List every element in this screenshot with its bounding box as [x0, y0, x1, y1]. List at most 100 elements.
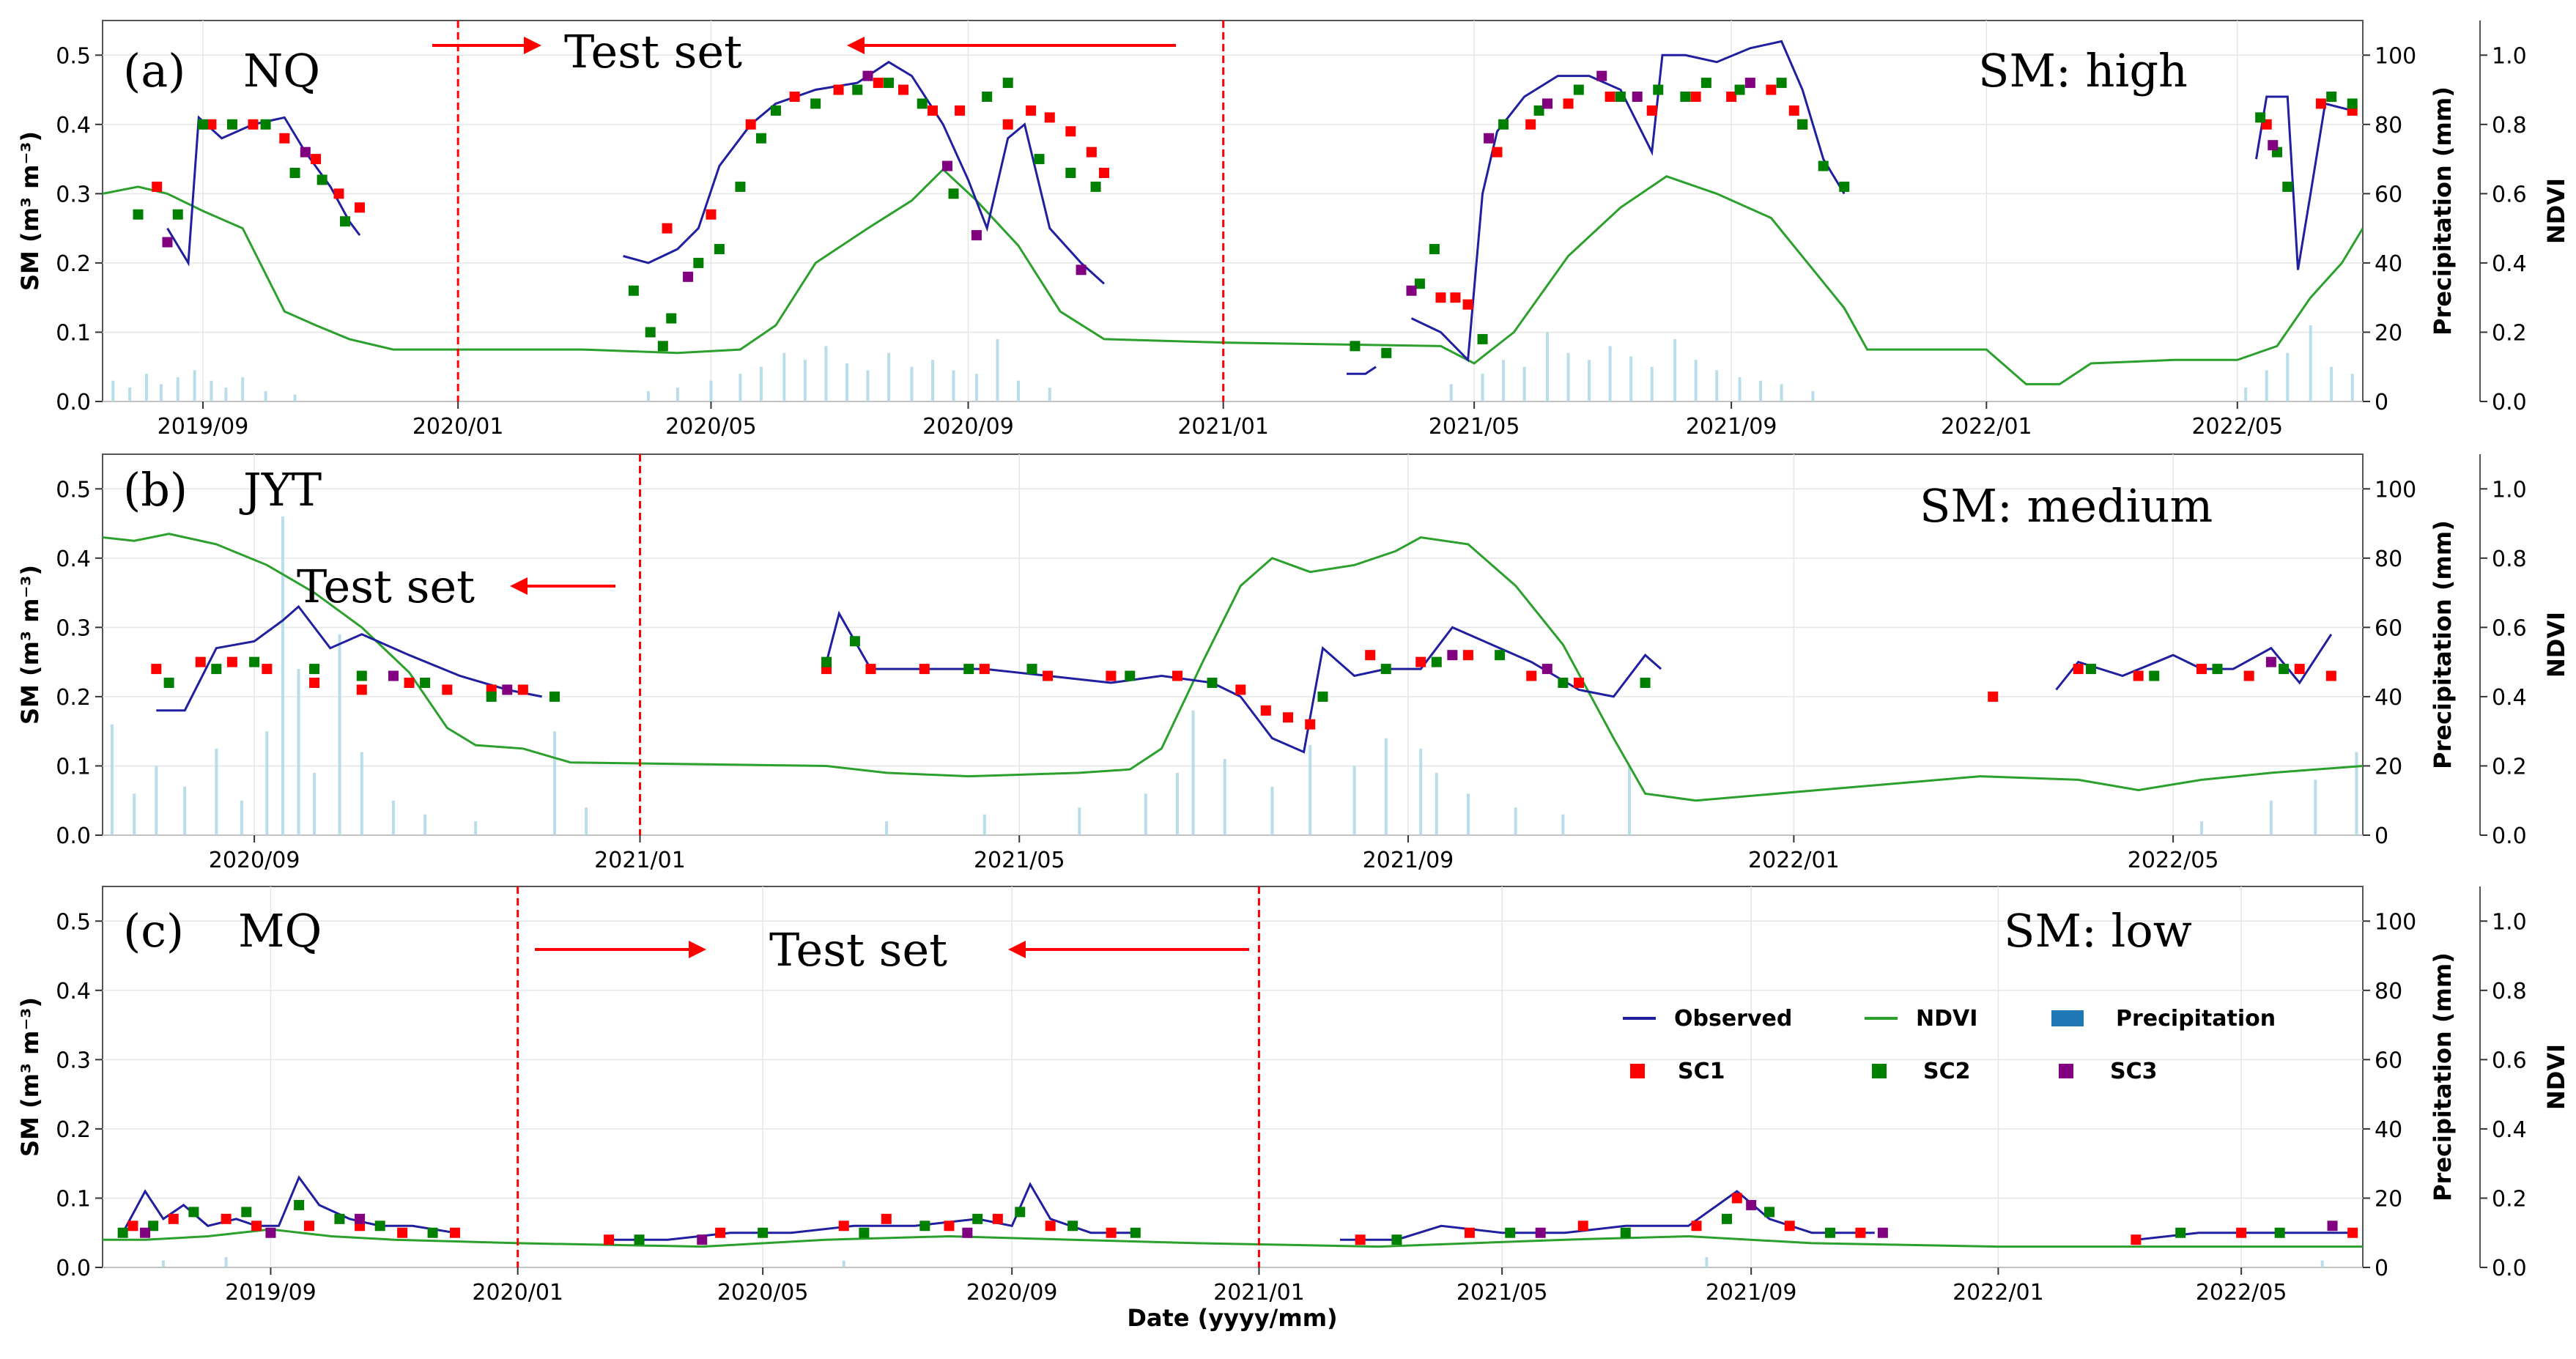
precip-bar: [1481, 374, 1484, 401]
sc3-point: [1632, 92, 1643, 102]
precip-bar: [646, 390, 650, 401]
sc3-point: [962, 1227, 973, 1238]
sc1-point: [1726, 92, 1737, 102]
sc2-point: [1381, 347, 1392, 358]
precip-bar: [159, 384, 163, 401]
precip-bar: [1780, 384, 1783, 401]
sc1-point: [1462, 299, 1473, 310]
precip-bar: [739, 374, 742, 401]
ndvi-series-line: [103, 168, 2363, 385]
ndvi-tick-label: 0.8: [2492, 113, 2527, 138]
sc1-point: [1462, 650, 1473, 661]
x-tick-label: 2020/05: [717, 1280, 809, 1306]
precip-bar: [2320, 1260, 2324, 1267]
test-markers: [432, 21, 1225, 401]
sc1-point: [992, 1213, 1003, 1224]
sc1-point: [1646, 105, 1657, 116]
sc1-point: [1573, 678, 1584, 688]
sc2-point: [1734, 84, 1745, 95]
ndvi-tick-label: 0.6: [2492, 182, 2527, 207]
precip-bar: [128, 388, 132, 401]
sc2-point: [2347, 98, 2358, 109]
precip-axis-label: Precipitation (mm): [2429, 86, 2457, 336]
sc1-point: [955, 105, 966, 116]
precip-bar: [982, 814, 986, 835]
sc1-point: [745, 119, 756, 130]
legend-sc3-label: SC3: [2110, 1059, 2158, 1084]
sc2-point: [1125, 670, 1136, 681]
ndvi-tick-label: 0.2: [2492, 320, 2527, 346]
sc2-point: [634, 1234, 645, 1245]
sm-level-label: SM: low: [2004, 904, 2192, 958]
sc1-point: [1492, 147, 1503, 158]
sc2-point: [334, 1213, 345, 1224]
legend-precipitation-label: Precipitation: [2116, 1006, 2276, 1032]
sc2-point: [260, 119, 271, 130]
panel-a: 0.0 0.1 0.2 0.3 0.4 0.5 0 20 40 60 80 100 0.0 0.2 0.4 0…: [16, 20, 2570, 440]
precip-bar: [183, 786, 187, 835]
precip-tick-label: 40: [2375, 251, 2402, 277]
precip-tick-label: 80: [2375, 979, 2402, 1004]
sc1-point: [1415, 656, 1426, 667]
sc2-point: [309, 664, 320, 675]
observed-series-line: [1340, 1190, 1875, 1241]
x-tick-label: 2019/09: [225, 1280, 317, 1306]
sc2-point: [188, 1207, 199, 1218]
precip-bar: [845, 363, 848, 401]
precip-bar: [281, 516, 284, 835]
y-tick-label: 0.0: [56, 823, 91, 849]
sc2-point: [172, 209, 183, 220]
sc1-point: [1450, 292, 1461, 303]
sc2-point: [1818, 160, 1829, 171]
sc2-point: [693, 257, 704, 268]
sc2-point: [1002, 78, 1013, 89]
precip-bar: [1270, 786, 1274, 835]
sc1-point: [2294, 664, 2305, 675]
sc3-point: [2268, 140, 2279, 151]
precip-bar: [297, 669, 300, 835]
precip-bar: [803, 360, 807, 401]
precip-bar: [866, 370, 870, 401]
precip-bar: [1466, 793, 1470, 835]
sc1-point: [355, 202, 366, 213]
sc2-point: [1839, 181, 1850, 192]
x-tick-label: 2020/01: [472, 1280, 563, 1306]
precip-bar: [1419, 748, 1423, 835]
sc3-point: [971, 230, 982, 241]
sc2-point: [549, 691, 560, 702]
sc3-point: [1447, 650, 1458, 661]
observed-series-line: [1347, 366, 1377, 375]
sc2-point: [2279, 664, 2290, 675]
y-tick-label: 0.3: [56, 1048, 91, 1073]
panel-label: (b): [123, 463, 188, 516]
precip-bar: [1449, 384, 1453, 401]
sc1-point: [449, 1227, 460, 1238]
sc2-point: [1130, 1227, 1141, 1238]
sc1-point: [2196, 664, 2207, 675]
sc1-point: [1106, 670, 1117, 681]
sc2-point: [919, 1221, 930, 1232]
sc1-point: [944, 1221, 955, 1232]
ndvi-tick-label: 0.0: [2492, 1256, 2527, 1281]
sc2-point: [1495, 650, 1506, 661]
x-tick-label: 2020/05: [665, 414, 757, 440]
x-tick-label: 2022/05: [2196, 1280, 2287, 1306]
x-tick-label: 2021/01: [1177, 414, 1269, 440]
sc3-point: [862, 70, 873, 81]
x-tick-label: 2019/09: [158, 414, 249, 440]
sc2-point: [117, 1227, 128, 1238]
x-tick-label: 2021/01: [1213, 1280, 1305, 1306]
precip-tick-label: 100: [2375, 477, 2416, 503]
sc2-point: [1026, 664, 1037, 675]
sc1-point: [1172, 670, 1182, 681]
sc1-point: [1766, 84, 1777, 95]
test-set-label: Test set: [564, 25, 742, 78]
precip-bar: [265, 731, 269, 835]
precip-tick-label: 0: [2375, 823, 2388, 849]
precip-tick-label: 0: [2375, 390, 2388, 415]
sc1-point: [1365, 650, 1376, 661]
precip-bar: [2269, 800, 2273, 835]
precip-bar: [1694, 360, 1698, 401]
sc2-point: [289, 168, 300, 178]
sc2-point: [666, 313, 677, 324]
